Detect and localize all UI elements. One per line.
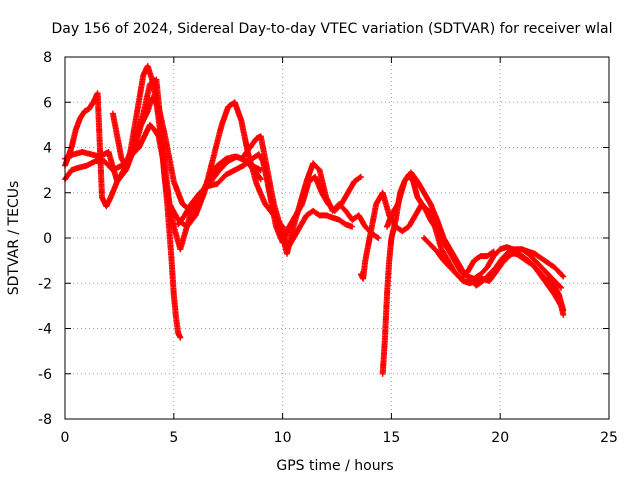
y-tick-label: -2	[38, 276, 52, 292]
data-point	[109, 76, 356, 253]
x-tick-label: 25	[600, 430, 618, 446]
y-axis-label: SDTVAR / TECUs	[6, 181, 22, 296]
y-tick-label: -8	[38, 412, 52, 428]
data-point	[486, 246, 567, 282]
y-tick-label: 6	[43, 95, 52, 111]
data-point	[240, 133, 382, 257]
series-satellite-4	[109, 76, 356, 253]
series-satellite-6	[240, 133, 382, 257]
y-tick-label: 4	[43, 141, 52, 157]
data-markers	[62, 63, 567, 377]
x-tick-label: 15	[382, 430, 400, 446]
x-tick-label: 20	[491, 430, 509, 446]
x-tick-label: 5	[169, 430, 178, 446]
y-tick-label: 2	[43, 186, 52, 202]
x-tick-label: 10	[274, 430, 292, 446]
y-tick-label: 0	[43, 231, 52, 247]
chart-title: Day 156 of 2024, Sidereal Day-to-day VTE…	[51, 21, 612, 37]
y-tick-label: -6	[38, 367, 52, 383]
y-tick-label: -4	[38, 322, 52, 338]
y-tick-label: 8	[43, 50, 52, 66]
axis-ticks: 0 5 10 15 20 25 -8 -6 -4 -2 0 2 4 6 8	[38, 50, 618, 446]
series-line	[381, 173, 564, 374]
x-axis-label: GPS time / hours	[276, 458, 393, 474]
series-satellite-11	[486, 246, 567, 282]
x-tick-label: 0	[61, 430, 70, 446]
